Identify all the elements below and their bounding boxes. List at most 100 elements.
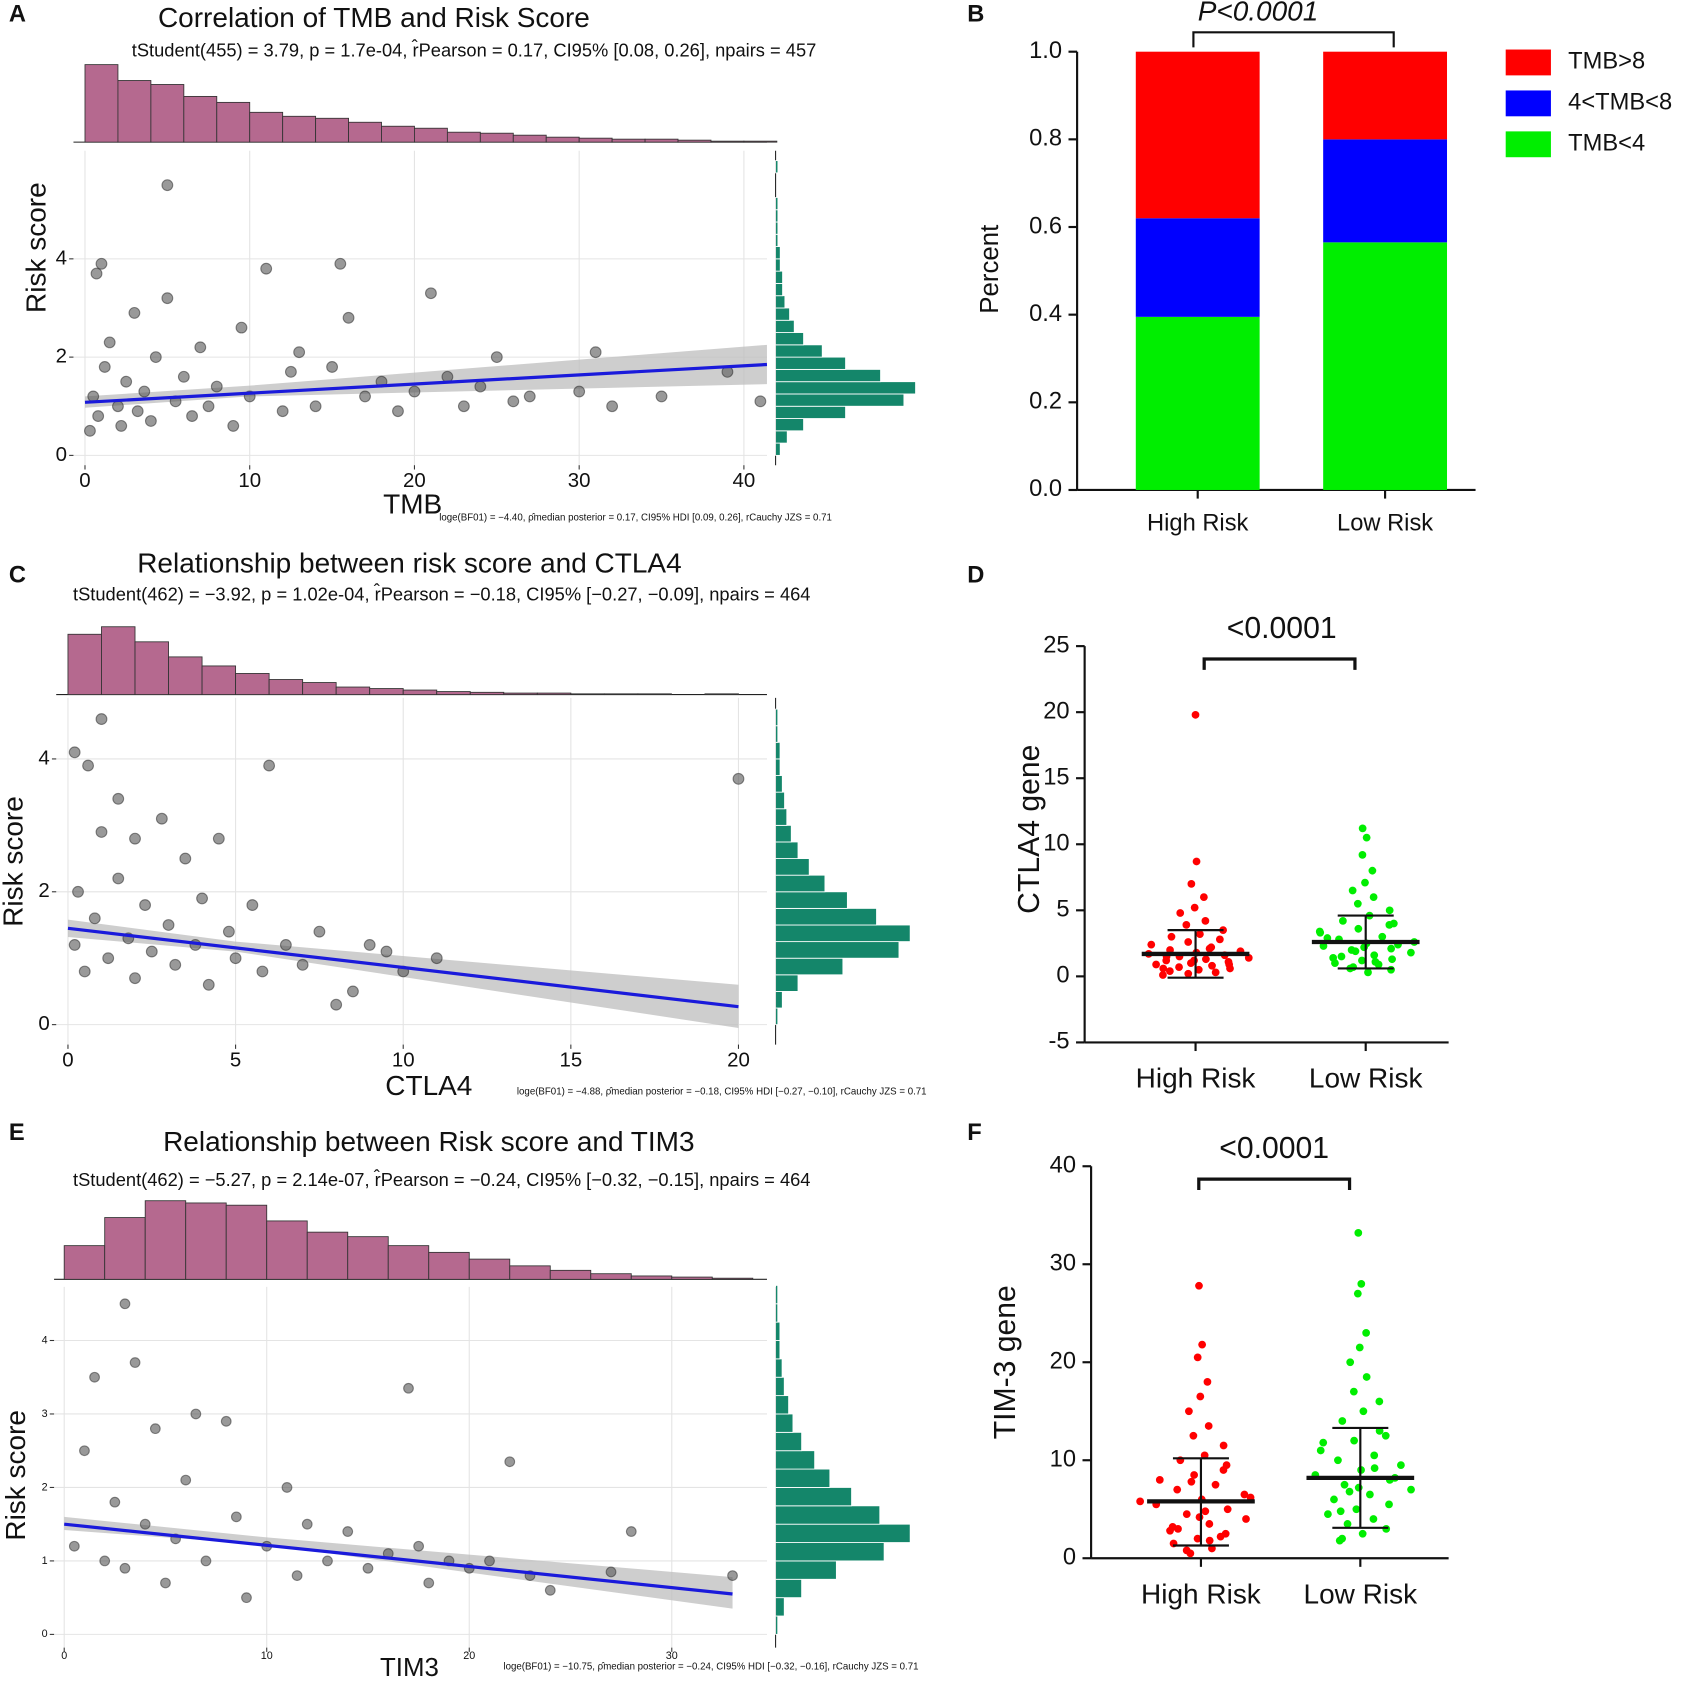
point	[1242, 1515, 1250, 1523]
hist-bar	[775, 1431, 803, 1452]
point	[200, 1555, 212, 1567]
hist-bar	[775, 442, 781, 456]
point	[1315, 927, 1324, 936]
point	[220, 1415, 232, 1427]
point	[92, 410, 105, 422]
point	[1389, 919, 1398, 928]
point	[1184, 969, 1193, 978]
point	[1407, 948, 1415, 957]
x-tick-label: 30	[568, 469, 591, 492]
point	[1167, 932, 1176, 941]
point	[1136, 1497, 1145, 1506]
panel-label: F	[967, 1120, 981, 1146]
hist-bar	[775, 1303, 779, 1323]
point	[1152, 960, 1160, 969]
point	[1337, 952, 1346, 961]
point	[1190, 1471, 1198, 1479]
bar-segment	[1135, 316, 1260, 490]
point	[1360, 943, 1368, 952]
hist-bar	[775, 1450, 816, 1470]
hist-bar	[775, 874, 826, 893]
point	[504, 1456, 516, 1468]
point	[408, 385, 421, 398]
hist-bar	[775, 368, 882, 383]
point	[1222, 1461, 1231, 1470]
point	[149, 1423, 161, 1435]
y-tick-label: 0	[1056, 963, 1069, 989]
x-axis-label: TIM3	[380, 1654, 439, 1681]
point	[1370, 951, 1379, 960]
point	[1319, 1438, 1328, 1447]
point	[1385, 1500, 1393, 1509]
hist-bar	[775, 1376, 785, 1397]
point	[291, 1570, 303, 1581]
point	[573, 385, 586, 398]
hist-bar	[545, 136, 580, 143]
point	[229, 952, 242, 965]
point	[129, 972, 141, 985]
point	[138, 385, 151, 398]
point	[1199, 893, 1208, 901]
point	[72, 885, 84, 898]
point	[1369, 1515, 1378, 1523]
panel-label: C	[9, 562, 26, 588]
hist-bar	[590, 1273, 632, 1280]
y-tick-label: 0	[42, 1628, 48, 1640]
footnote: loge(BF01) = −4.40, ρ̂median posterior =…	[439, 513, 832, 524]
point	[177, 370, 190, 383]
point	[1190, 956, 1198, 965]
point	[413, 1540, 425, 1552]
point	[1355, 1343, 1364, 1352]
point	[589, 346, 602, 359]
point	[1194, 965, 1203, 974]
point	[1388, 955, 1396, 964]
hist-bar	[348, 121, 382, 143]
annotation: <0.0001	[1219, 1132, 1329, 1165]
point	[1353, 899, 1362, 908]
legend-swatch	[1505, 49, 1551, 76]
point	[1225, 960, 1234, 969]
point	[1165, 967, 1174, 975]
point	[1190, 903, 1199, 912]
point	[1240, 1490, 1249, 1499]
y-axis-label: TIM-3 gene	[989, 1285, 1022, 1439]
hist-bar	[235, 673, 270, 696]
hist-bar	[775, 393, 905, 407]
y-tick-label: 0	[1063, 1545, 1076, 1571]
point	[1208, 961, 1216, 970]
point	[103, 336, 116, 349]
legend-swatch	[1505, 131, 1551, 158]
point	[1358, 824, 1367, 833]
point	[95, 257, 108, 270]
point	[1166, 1526, 1174, 1535]
x-tick-label: 20	[463, 1650, 475, 1662]
point	[1211, 968, 1220, 977]
hist-bar	[775, 758, 781, 776]
hist-bar	[775, 282, 784, 297]
y-tick-label: 0.6	[1029, 213, 1062, 239]
hist-bar	[144, 1200, 187, 1280]
hist-bar	[775, 319, 795, 333]
y-tick-label: -5	[1049, 1029, 1070, 1055]
point	[1343, 1520, 1352, 1528]
x-tick-label: 20	[403, 469, 426, 492]
point	[95, 713, 108, 725]
chart-title: Relationship between Risk score and TIM3	[163, 1126, 694, 1157]
point	[1159, 964, 1168, 973]
hist-bar	[306, 1231, 349, 1280]
hist-bar	[201, 665, 237, 696]
y-tick-label: 25	[1043, 632, 1069, 658]
hist-bar	[775, 941, 900, 959]
hist-bar	[775, 725, 779, 743]
x-tick-label: Low Risk	[1309, 1062, 1424, 1093]
point	[190, 1408, 202, 1420]
point	[362, 1562, 374, 1574]
hist-bar	[775, 1358, 783, 1378]
legend-label: TMB<4	[1568, 131, 1645, 157]
y-axis-label: Risk score	[20, 182, 51, 313]
y-tick-label: 4	[56, 246, 67, 269]
hist-bar	[630, 1275, 673, 1280]
point	[1354, 1483, 1363, 1492]
point	[90, 267, 103, 280]
legend-swatch	[1505, 90, 1551, 117]
